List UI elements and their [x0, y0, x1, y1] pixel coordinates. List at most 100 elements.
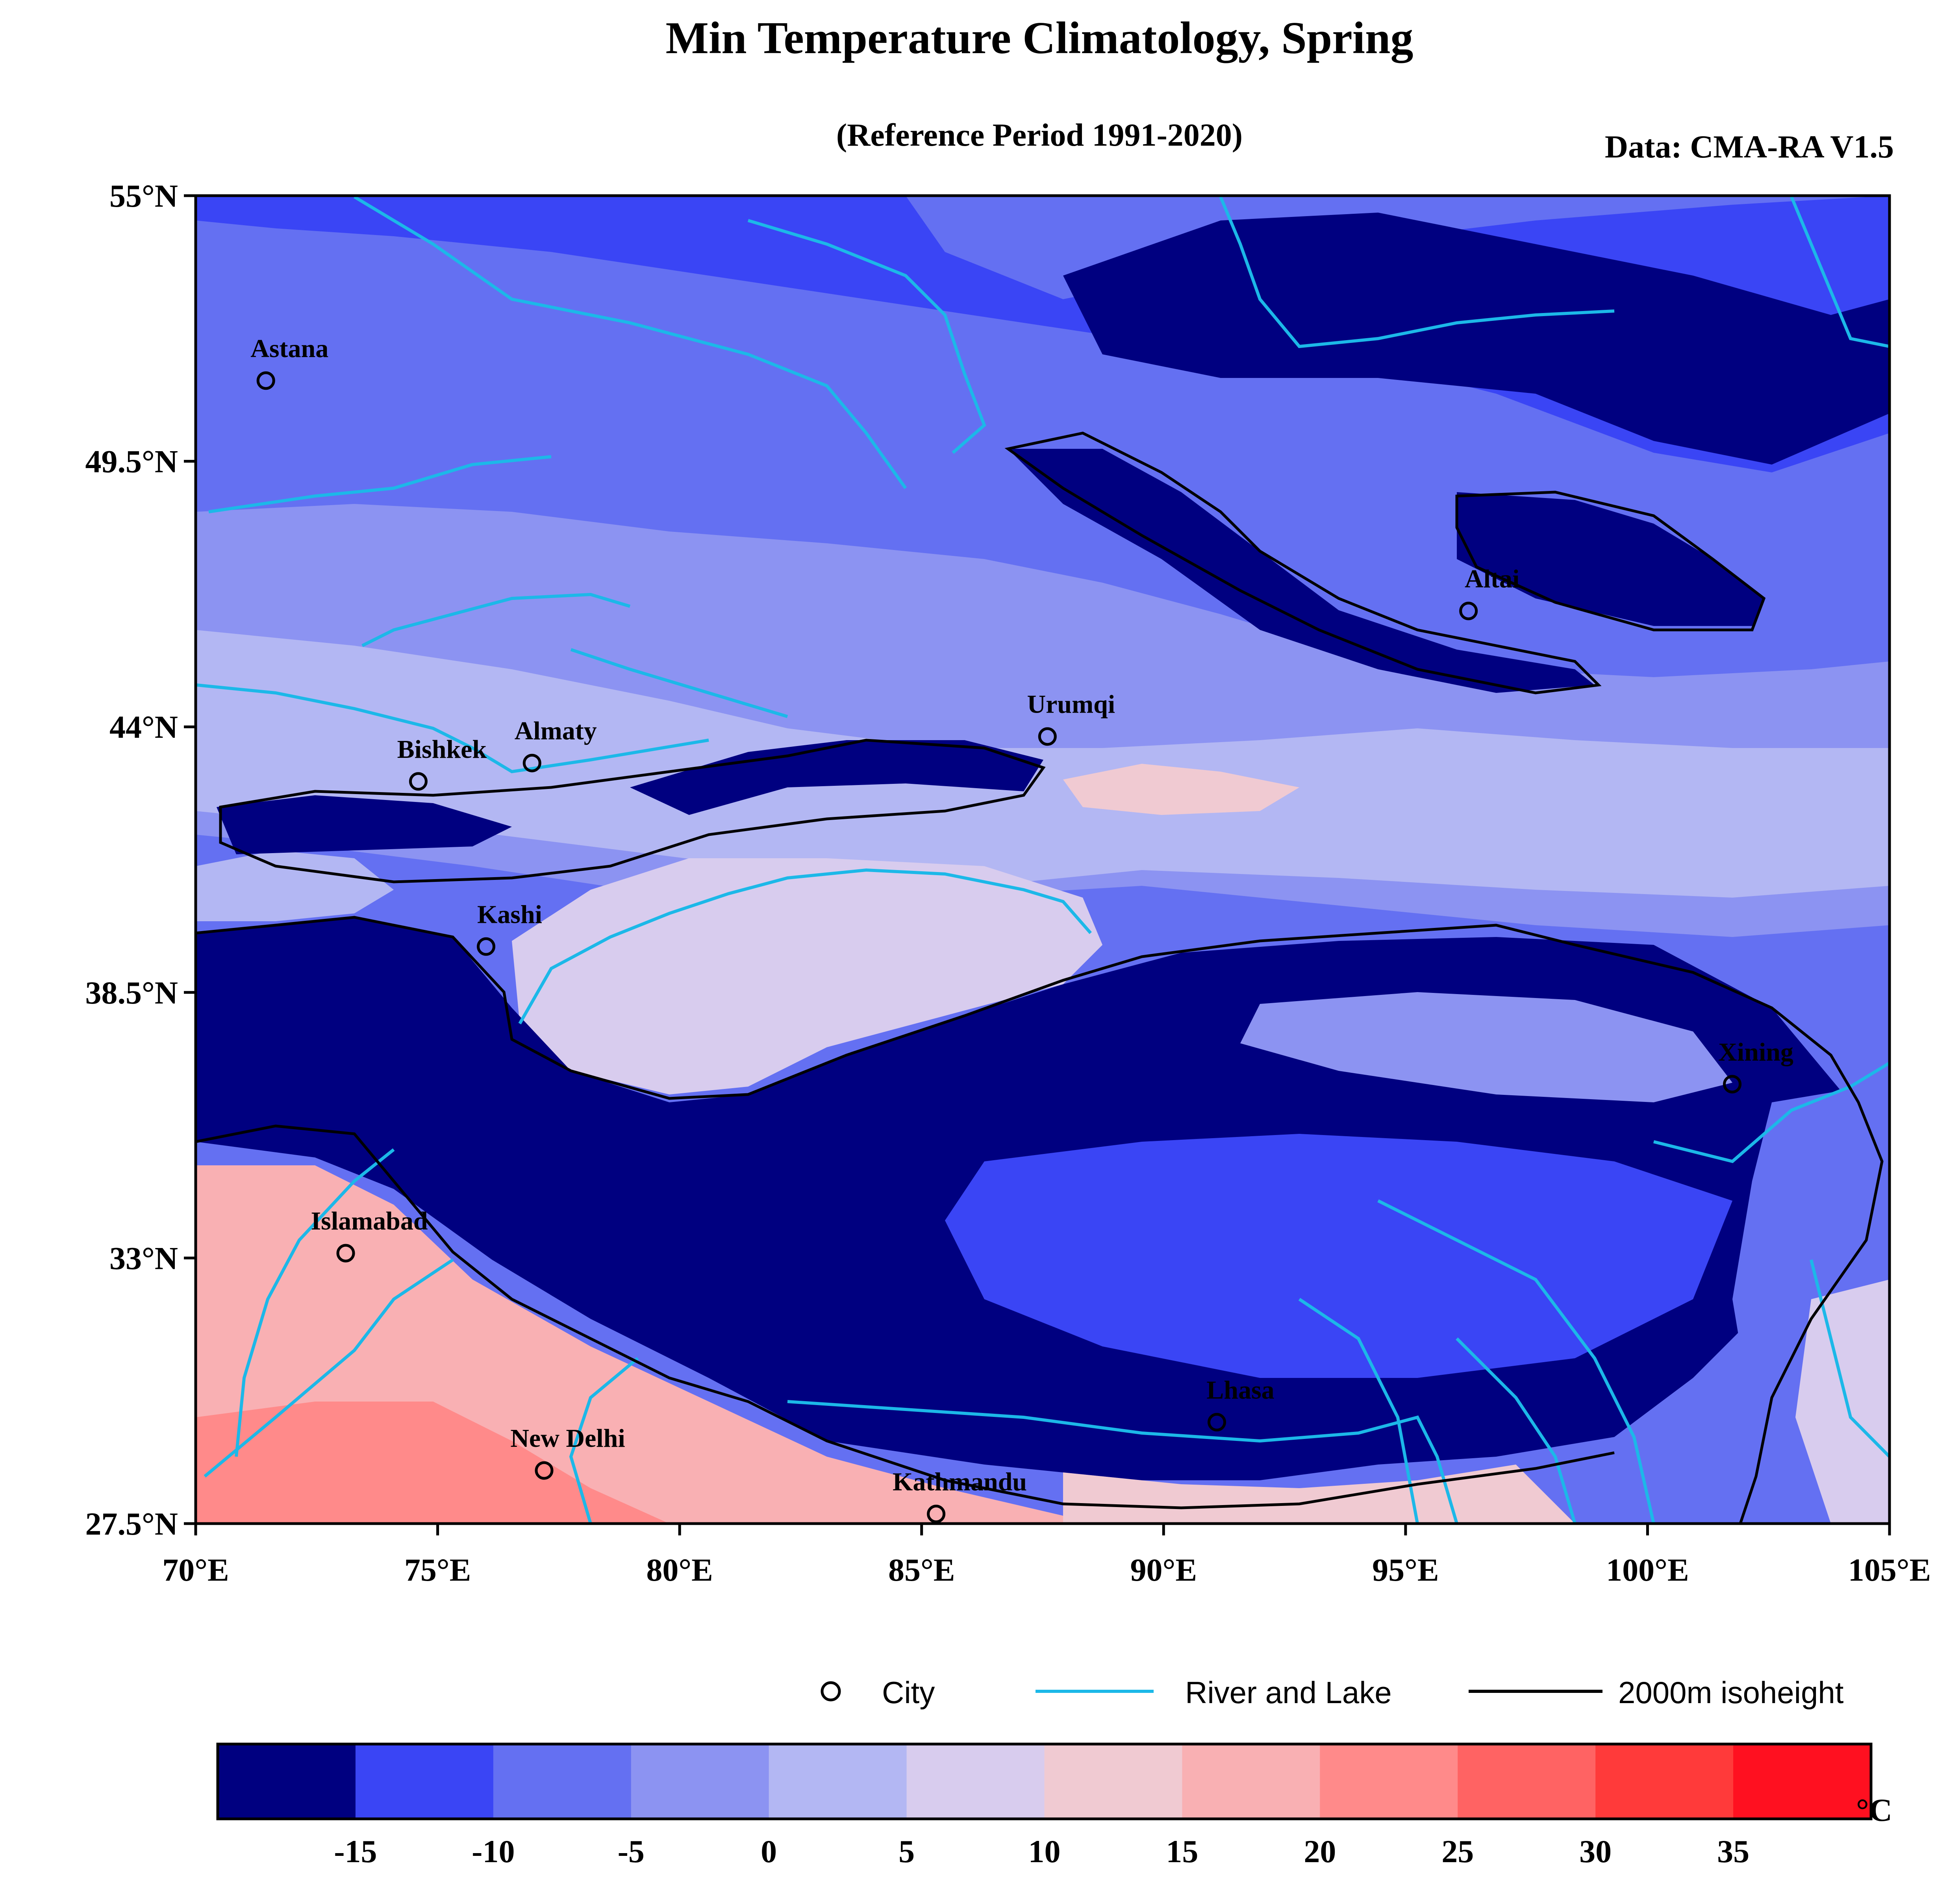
field-basin-ring	[196, 630, 1890, 898]
colorbar-swatch	[769, 1744, 907, 1819]
colorbar-tick-label: 5	[898, 1833, 915, 1869]
city-marker	[409, 772, 428, 791]
map-legend: City River and Lake 2000m isoheight	[821, 1675, 1844, 1710]
x-tick-label: 80°E	[646, 1552, 713, 1588]
river-salween	[1298, 1298, 1419, 1524]
field-tianshan	[630, 740, 1043, 815]
y-tick-label: 49.5°N	[85, 444, 178, 480]
field-fergana	[196, 850, 394, 921]
colorbar-tick-label: 20	[1304, 1833, 1336, 1869]
city-marker	[256, 371, 275, 390]
y-tick-label: 55°N	[109, 178, 178, 214]
field-junggar-warm	[1063, 764, 1299, 815]
river-irtysh	[353, 196, 907, 489]
map-frame	[194, 194, 1891, 1525]
city-marker	[535, 1461, 554, 1480]
field-sichuan	[1795, 1280, 1890, 1524]
colorbar-tick-label: 25	[1441, 1833, 1474, 1869]
x-tick-label: 90°E	[1130, 1552, 1197, 1588]
field-sayan	[1063, 213, 1890, 465]
river-yenisei	[1219, 196, 1615, 348]
colorbar-swatch	[1320, 1744, 1458, 1819]
river-yangtze	[1377, 1199, 1655, 1524]
city-marker	[476, 937, 495, 956]
lake-balkhash	[361, 593, 631, 647]
river-tarim	[518, 868, 1092, 1024]
rivers-and-lakes	[196, 196, 1890, 1524]
y-tick-label: 38.5°N	[85, 975, 178, 1011]
city-label: Kathmandu	[893, 1467, 1027, 1496]
city-label: Astana	[250, 334, 328, 363]
figure-subtitle: (Reference Period 1991-2020)	[836, 117, 1243, 153]
colorbar-tick-label: -15	[334, 1833, 377, 1869]
temperature-field	[196, 196, 1890, 1524]
field-qaidam	[1240, 992, 1732, 1102]
river-ishim	[208, 455, 552, 513]
city-label: Lhasa	[1206, 1376, 1274, 1404]
isoheight-2000m	[196, 431, 1884, 1524]
city-marker	[1459, 602, 1478, 620]
city-markers: Astana Bishkek Almaty Urumqi Altai Kashi Xinin…	[250, 334, 1793, 1523]
river-mekong	[1456, 1337, 1577, 1524]
field-tibet-mid	[945, 1134, 1732, 1378]
river-syr-darya	[196, 683, 709, 774]
x-tick-label: 85°E	[888, 1552, 955, 1588]
isoheight-plateau	[196, 916, 1884, 1524]
colorbar-tick-label: 0	[761, 1833, 777, 1869]
city-marker	[927, 1504, 946, 1523]
colorbar-tick-label: -5	[618, 1833, 645, 1869]
river-indus	[235, 1148, 395, 1457]
x-tick-label: 75°E	[404, 1552, 471, 1588]
colorbar-swatch	[906, 1744, 1045, 1819]
colorbar-swatch	[1182, 1744, 1321, 1819]
y-tick-label: 44°N	[109, 709, 178, 745]
colorbar-swatch	[355, 1744, 494, 1819]
x-axis: 70°E 75°E 80°E 85°E 90°E 95°E 100°E 105°E	[162, 1524, 1931, 1588]
city-label: Altai	[1465, 565, 1519, 593]
colorbar-tick-label: 10	[1028, 1833, 1061, 1869]
city-label: Xining	[1718, 1038, 1793, 1067]
colorbar-tick-label: -10	[472, 1833, 515, 1869]
city-label: Kashi	[477, 900, 542, 929]
city-marker	[1038, 727, 1057, 746]
colorbar-swatch	[1458, 1744, 1596, 1819]
colorbar-swatch	[493, 1744, 632, 1819]
isoheight-tianshan	[219, 739, 1046, 883]
city-label: New Delhi	[510, 1424, 625, 1453]
river-ganges	[569, 1357, 639, 1524]
y-tick-label: 33°N	[109, 1240, 178, 1276]
isoheight-khangai	[1455, 491, 1766, 631]
legend-city-marker	[821, 1681, 841, 1702]
city-marker	[1723, 1075, 1742, 1094]
river-selenga	[1790, 196, 1890, 348]
river-ili	[570, 648, 788, 718]
river-yellow	[1653, 1061, 1890, 1163]
colorbar-unit: °C	[1856, 1792, 1892, 1828]
isoheight-altai	[1004, 431, 1602, 694]
x-tick-label: 100°E	[1606, 1552, 1689, 1588]
field-altai-ridge	[1008, 449, 1595, 693]
colorbar-frame	[216, 1742, 1873, 1820]
legend-isoheight-label: 2000m isoheight	[1618, 1675, 1844, 1710]
colorbar-swatch	[1733, 1744, 1871, 1819]
y-tick-label: 27.5°N	[85, 1506, 178, 1542]
x-tick-label: 95°E	[1372, 1552, 1439, 1588]
y-axis: 55°N 49.5°N 44°N 38.5°N 33°N 27.5°N	[85, 178, 196, 1542]
data-source: Data: CMA-RA V1.5	[1605, 129, 1894, 165]
field-ganges-hot	[196, 1402, 669, 1524]
field-pamir-west	[217, 795, 512, 854]
colorbar-tick-label: 35	[1717, 1833, 1749, 1869]
river-yarlung	[787, 1400, 1458, 1524]
legend-river-label: River and Lake	[1185, 1675, 1392, 1710]
river-sichuan	[1810, 1259, 1890, 1458]
city-label: Bishkek	[397, 735, 487, 764]
colorbar-tick-label: 15	[1166, 1833, 1198, 1869]
colorbar-swatch	[218, 1744, 356, 1819]
city-label: Almaty	[515, 717, 597, 745]
city-label: Islamabad	[311, 1207, 428, 1235]
colorbar: -15 -10 -5 0 5 10 15 20 25 30 35	[216, 1742, 1873, 1869]
city-marker	[1207, 1413, 1226, 1431]
legend-city-label: City	[882, 1675, 935, 1710]
city-marker	[336, 1244, 355, 1263]
